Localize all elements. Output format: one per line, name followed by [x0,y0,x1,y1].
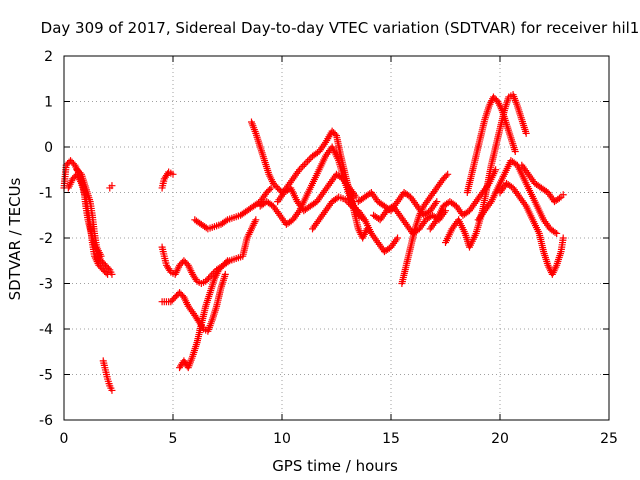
data-point [341,195,349,203]
data-point [108,182,116,190]
data-layer [60,91,567,394]
data-track [106,182,116,192]
x-tick-label: 25 [600,431,618,447]
data-point [304,157,312,165]
data-point [297,164,305,172]
data-point [104,264,112,272]
y-tick-label: -4 [39,322,53,338]
y-tick-label: 0 [44,140,53,156]
grid-layer [64,56,609,420]
data-point [385,244,393,252]
data-point [551,228,559,236]
y-tick-label: -3 [39,277,53,293]
y-tick-label: 2 [44,49,53,65]
data-track [309,193,402,256]
data-point [224,257,231,265]
data-track [191,184,275,233]
data-point [267,184,275,192]
data-track [463,93,519,196]
data-point [559,191,567,199]
x-tick-label: 0 [60,431,69,447]
data-point [507,183,515,191]
data-point [394,234,402,242]
y-tick-label: -5 [39,368,53,384]
data-point [559,234,567,242]
y-tick-label: -2 [39,231,53,247]
data-point [555,194,563,202]
chart-title: Day 309 of 2017, Sidereal Day-to-day VTE… [41,19,640,37]
data-point [169,170,177,178]
y-tick-label: -1 [39,186,53,202]
data-point [444,170,452,178]
data-point [302,159,310,167]
data-track [426,166,500,233]
data-point [352,193,360,201]
data-track [73,166,105,260]
data-point [221,270,229,278]
data-point [464,208,472,216]
data-track [158,216,260,287]
data-track [158,168,177,192]
data-point [511,148,519,156]
data-point [287,217,295,225]
data-point [343,197,351,205]
data-point [97,252,105,260]
data-point [366,190,374,198]
data-point [222,258,230,266]
x-tick-label: 20 [491,431,509,447]
data-point [305,156,313,164]
x-tick-label: 5 [169,431,178,447]
data-track [518,161,567,206]
data-point [451,201,459,209]
x-tick-label: 10 [273,431,291,447]
data-track [474,157,561,237]
data-point [205,274,213,282]
data-track [158,270,229,335]
data-point [300,161,308,169]
data-track [274,170,360,215]
x-axis-label: GPS time / hours [272,457,398,475]
y-tick-label: 1 [44,95,53,111]
data-point [344,199,352,207]
y-tick-label: -6 [39,413,53,429]
data-track [247,118,371,242]
ticks-layer: 0 5 10 15 20 25 -6 -5 -4 -3 -2 -1 0 1 2 [39,49,618,447]
data-point [268,201,276,209]
y-axis-label: SDTVAR / TECUs [6,177,24,300]
data-point [405,192,413,200]
data-point [299,162,307,170]
data-track [176,257,231,372]
data-point [353,206,361,214]
data-point [388,203,396,211]
data-point [222,217,230,225]
data-point [108,386,116,394]
x-tick-label: 15 [382,431,400,447]
data-point [433,198,441,206]
data-point [442,172,450,180]
data-point [102,269,110,277]
data-point [252,216,260,224]
data-point [374,215,382,223]
data-point [337,174,345,182]
data-track [496,179,567,278]
data-point [104,270,112,278]
data-point [553,229,561,237]
data-point [266,185,274,193]
data-track [398,170,452,287]
data-point [313,149,321,157]
data-track [442,91,530,251]
data-point [331,130,339,138]
data-point [542,187,550,195]
data-point [311,199,319,207]
data-point [295,166,303,174]
data-point [522,129,530,137]
data-track [99,357,116,394]
